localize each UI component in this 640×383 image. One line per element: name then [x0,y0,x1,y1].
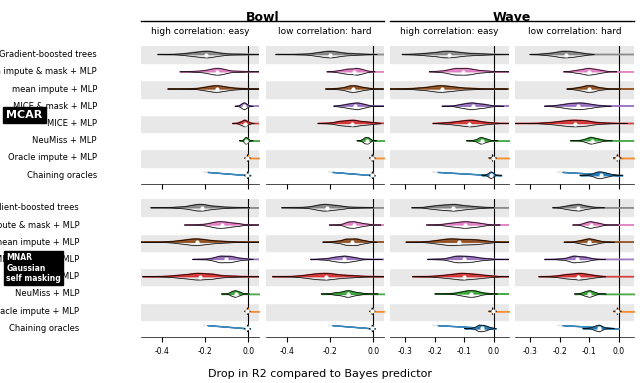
Bar [266,216,384,234]
Bar [266,63,384,80]
Bar [141,320,259,337]
Bar [390,234,509,251]
Bar [141,199,259,216]
Text: NeuMiss + MLP: NeuMiss + MLP [33,136,97,145]
Bar [141,115,259,132]
Text: high correlation: easy: high correlation: easy [401,27,499,36]
Text: mean impute + MLP: mean impute + MLP [12,85,97,93]
Bar [515,320,634,337]
Bar [141,234,259,251]
Bar [515,98,634,115]
Bar [515,199,634,216]
Text: MICE & mask + MLP: MICE & mask + MLP [0,255,79,264]
Bar [390,132,509,149]
Bar [390,80,509,98]
Bar [390,285,509,303]
Bar [266,167,384,184]
Bar [390,216,509,234]
Bar [515,251,634,268]
Text: low correlation: hard: low correlation: hard [278,27,372,36]
Bar [390,268,509,285]
Bar [266,46,384,63]
Bar [390,303,509,320]
Bar [141,132,259,149]
Bar [390,251,509,268]
Bar [515,63,634,80]
Bar [141,303,259,320]
Bar [141,251,259,268]
Text: NeuMiss + MLP: NeuMiss + MLP [15,290,79,298]
Text: Chaining oracles: Chaining oracles [27,171,97,180]
Text: Drop in R2 compared to Bayes predictor: Drop in R2 compared to Bayes predictor [208,369,432,379]
Text: Bowl: Bowl [246,11,279,25]
Text: Gradient-boosted trees: Gradient-boosted trees [0,203,79,212]
Bar [515,149,634,167]
Bar [515,216,634,234]
Bar [266,149,384,167]
Bar [515,167,634,184]
Bar [515,46,634,63]
Text: high correlation: easy: high correlation: easy [151,27,249,36]
Text: mean impute & mask + MLP: mean impute & mask + MLP [0,67,97,76]
Bar [266,285,384,303]
Bar [266,132,384,149]
Bar [266,320,384,337]
Bar [141,268,259,285]
Text: low correlation: hard: low correlation: hard [527,27,621,36]
Bar [390,63,509,80]
Bar [390,115,509,132]
Text: MCAR: MCAR [6,110,43,120]
Bar [141,63,259,80]
Bar [141,80,259,98]
Text: Oracle impute + MLP: Oracle impute + MLP [0,307,79,316]
Bar [266,303,384,320]
Bar [515,234,634,251]
Bar [141,149,259,167]
Bar [390,149,509,167]
Bar [141,285,259,303]
Bar [141,46,259,63]
Bar [266,98,384,115]
Text: Chaining oracles: Chaining oracles [9,324,79,333]
Bar [515,303,634,320]
Bar [390,98,509,115]
Bar [515,132,634,149]
Bar [390,46,509,63]
Bar [266,234,384,251]
Text: mean impute & mask + MLP: mean impute & mask + MLP [0,221,79,229]
Text: Wave: Wave [493,11,531,25]
Bar [515,80,634,98]
Bar [266,199,384,216]
Bar [141,167,259,184]
Bar [141,98,259,115]
Text: MICE + MLP: MICE + MLP [29,272,79,281]
Bar [515,115,634,132]
Text: Gradient-boosted trees: Gradient-boosted trees [0,50,97,59]
Bar [266,115,384,132]
Bar [141,216,259,234]
Text: Oracle impute + MLP: Oracle impute + MLP [8,154,97,162]
Text: MICE + MLP: MICE + MLP [47,119,97,128]
Text: mean impute + MLP: mean impute + MLP [0,238,79,247]
Bar [266,251,384,268]
Bar [390,320,509,337]
Text: MNAR
Gaussian
self masking: MNAR Gaussian self masking [6,253,61,283]
Bar [390,199,509,216]
Bar [266,80,384,98]
Bar [390,167,509,184]
Bar [515,268,634,285]
Bar [515,285,634,303]
Bar [266,268,384,285]
Text: MICE & mask + MLP: MICE & mask + MLP [13,102,97,111]
